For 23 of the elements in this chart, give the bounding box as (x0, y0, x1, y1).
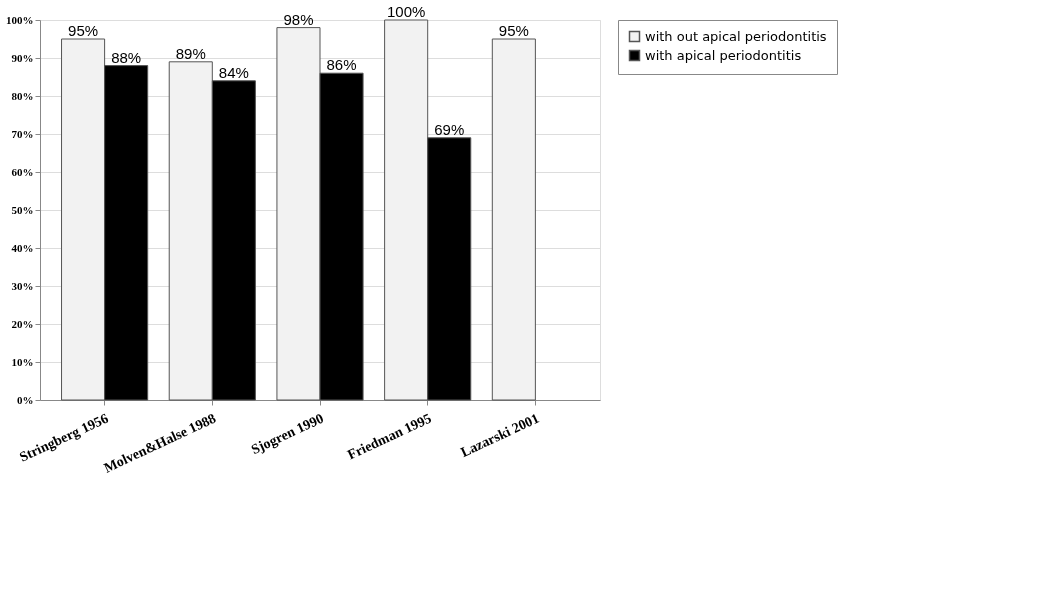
y-tick-label: 60% (11, 165, 34, 178)
data-label: 100% (386, 3, 426, 20)
legend-label: with out apical periodontitis (645, 28, 827, 44)
y-tick-label: 20% (11, 317, 34, 330)
data-label: 84% (218, 63, 249, 81)
bar (491, 38, 536, 401)
data-label: 69% (434, 120, 465, 138)
legend-label: with apical periodontitis (645, 47, 802, 63)
y-tick-label: 100% (6, 13, 34, 26)
data-label: 95% (498, 22, 529, 39)
y-tick-label: 70% (11, 127, 34, 140)
y-tick-label: 40% (11, 241, 34, 254)
data-label: 98% (283, 10, 314, 28)
y-tick-label: 90% (11, 51, 34, 64)
y-tick-label: 80% (11, 89, 34, 102)
data-label: 95% (68, 22, 99, 39)
y-tick-label: 30% (11, 279, 34, 292)
data-label: 88% (111, 48, 142, 66)
data-label: 86% (326, 56, 357, 74)
y-tick-label: 0% (17, 393, 34, 406)
y-tick-label: 10% (11, 355, 34, 368)
y-tick-label: 50% (11, 203, 34, 216)
data-label: 89% (175, 44, 206, 62)
